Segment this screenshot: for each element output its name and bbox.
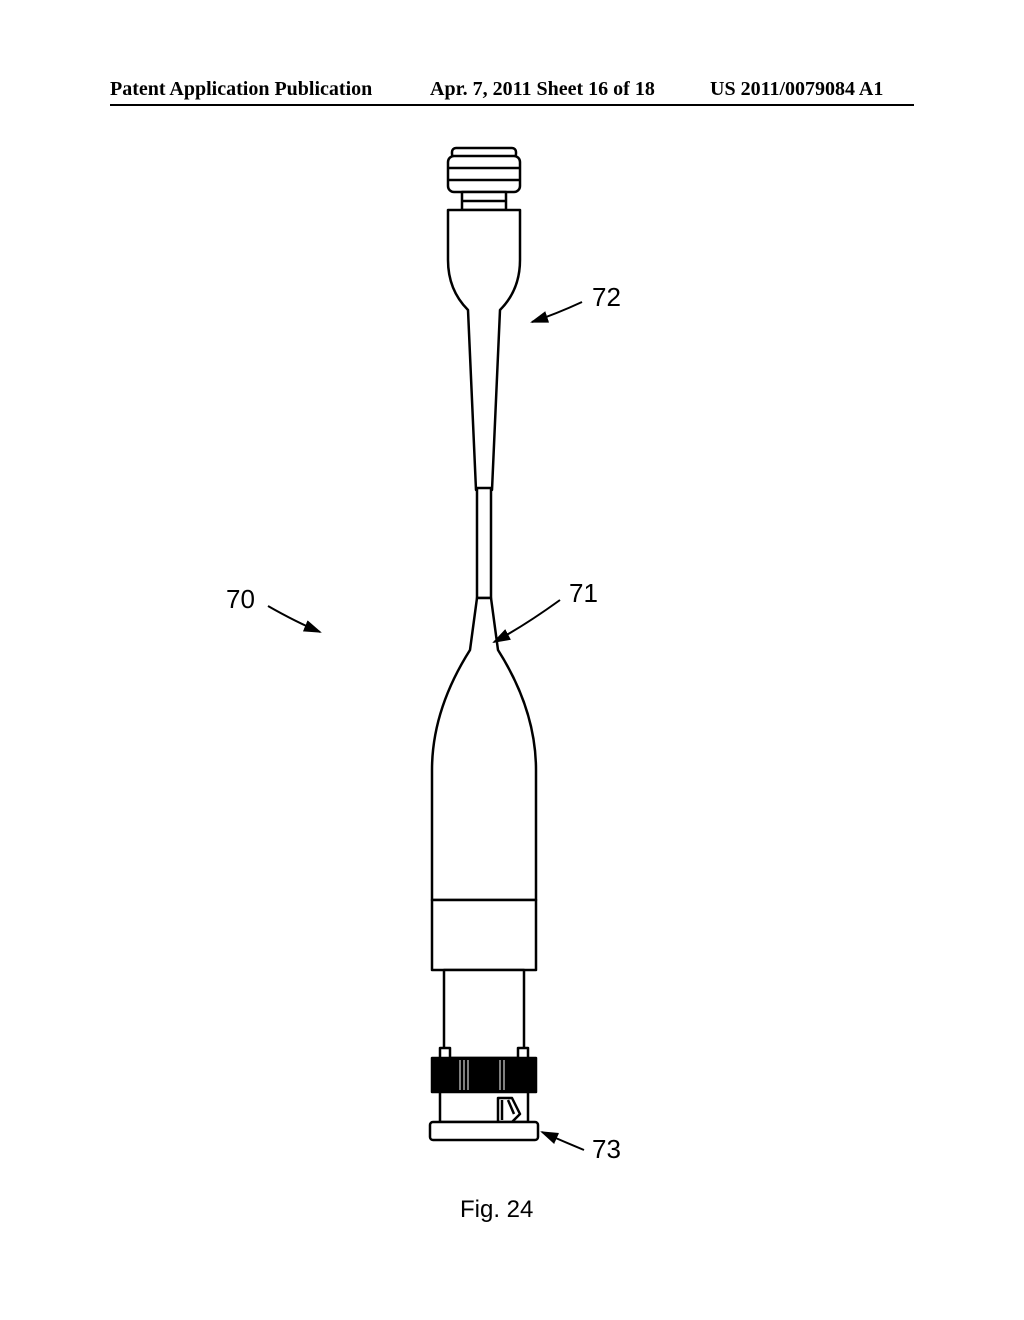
header-left: Patent Application Publication [110,78,372,101]
leader-arrow-73 [0,130,1024,1230]
figure-caption: Fig. 24 [460,1196,533,1224]
header-right: US 2011/0079084 A1 [710,78,883,101]
figure-area: 70 71 72 73 Fig. 24 [0,130,1024,1230]
header-center: Apr. 7, 2011 Sheet 16 of 18 [430,78,655,101]
header-divider [110,104,914,106]
page: Patent Application Publication Apr. 7, 2… [0,0,1024,1320]
